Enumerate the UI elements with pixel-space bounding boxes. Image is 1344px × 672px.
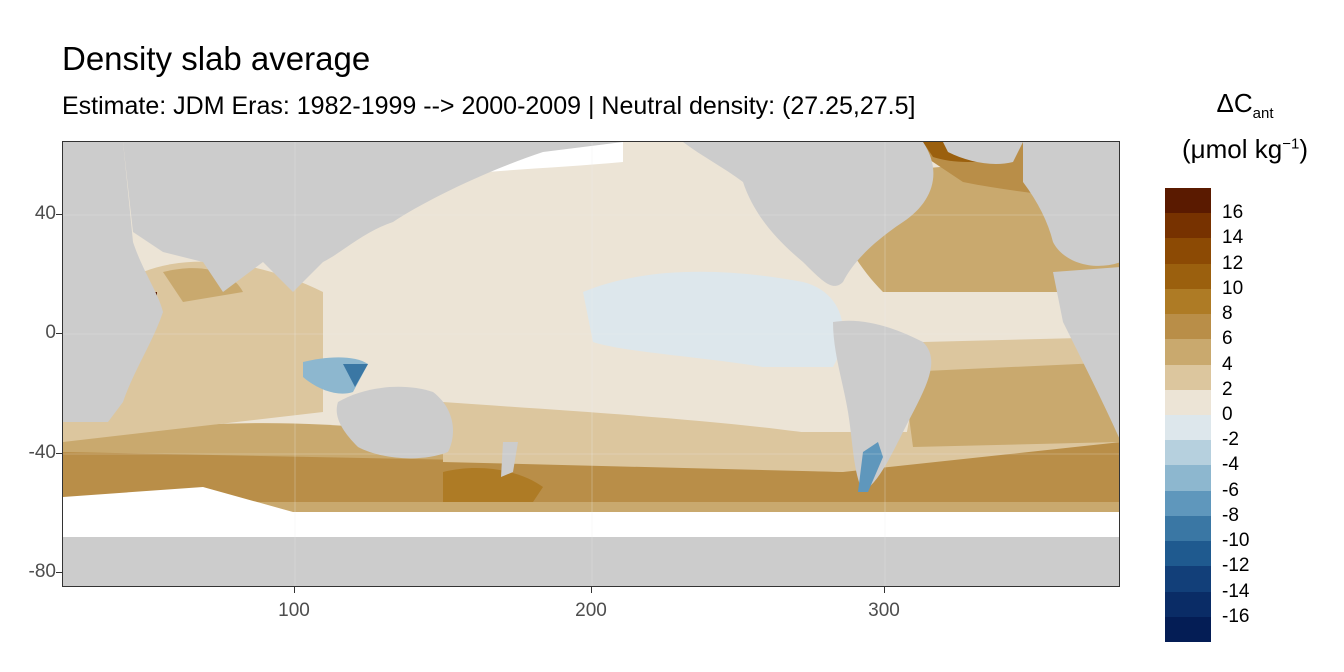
legend-unit-suffix: ) <box>1299 134 1308 164</box>
legend-label: 12 <box>1222 252 1244 274</box>
legend-unit: (μmol kg−1) <box>1150 134 1340 165</box>
legend-label: 14 <box>1222 227 1244 249</box>
map-svg <box>63 142 1119 586</box>
antarctica-land <box>63 537 1119 586</box>
legend-swatch <box>1165 465 1211 492</box>
antarctic-no-data-east <box>63 487 293 514</box>
legend-swatch <box>1165 616 1211 643</box>
y-tick-mark-minus40 <box>56 453 62 454</box>
ocean-band-south-atlantic-2 <box>903 362 1119 447</box>
legend-label: 2 <box>1222 378 1233 400</box>
africa-land <box>63 142 163 422</box>
europe-land <box>1023 142 1119 266</box>
legend-colorbar <box>1165 188 1211 643</box>
legend-swatch <box>1165 566 1211 593</box>
map-title: Density slab average <box>62 40 371 77</box>
legend-label: -4 <box>1222 454 1239 476</box>
north-america-land <box>683 142 934 286</box>
legend-swatch <box>1165 415 1211 441</box>
legend-swatch <box>1165 364 1211 391</box>
legend-label: 0 <box>1222 404 1233 425</box>
y-tick-mark-minus80 <box>56 572 62 573</box>
x-tick-label-300: 300 <box>868 600 900 621</box>
y-tick-mark-0 <box>56 333 62 334</box>
x-tick-mark-100 <box>294 587 295 593</box>
legend-label: 8 <box>1222 303 1233 325</box>
legend-label: 16 <box>1222 202 1244 224</box>
new-zealand-land <box>501 442 518 477</box>
legend-swatch <box>1165 314 1211 340</box>
ocean-patch-indonesia-core <box>343 364 368 387</box>
legend-label: 6 <box>1222 328 1233 350</box>
legend-swatch <box>1165 389 1211 416</box>
legend-title: ΔCant <box>1150 88 1340 122</box>
legend-label: 10 <box>1222 277 1244 299</box>
legend-swatch <box>1165 263 1211 290</box>
legend-label: -16 <box>1222 605 1250 627</box>
ocean-patch-east-pacific <box>583 271 843 367</box>
legend-unit-sup: −1 <box>1282 135 1300 153</box>
y-tick-label-minus40: -40 <box>28 442 56 463</box>
legend-label: -14 <box>1222 580 1250 602</box>
legend-label: -2 <box>1222 429 1239 451</box>
y-tick-label-40: 40 <box>34 203 56 224</box>
map-subtitle: Estimate: JDM Eras: 1982-1999 --> 2000-2… <box>62 92 916 120</box>
legend-swatch <box>1165 541 1211 567</box>
legend-swatch <box>1165 188 1211 214</box>
legend-title-sub: ant <box>1252 105 1274 123</box>
africa-land-right <box>1053 267 1119 438</box>
australia-land <box>336 386 453 459</box>
legend-label: -10 <box>1222 530 1250 552</box>
legend-label: -6 <box>1222 479 1239 501</box>
x-tick-label-100: 100 <box>278 600 310 621</box>
y-tick-label-minus80: -80 <box>28 561 56 582</box>
legend-label: -8 <box>1222 504 1239 526</box>
x-tick-label-200: 200 <box>575 600 607 621</box>
legend-swatch <box>1165 238 1211 265</box>
x-tick-mark-300 <box>884 587 885 593</box>
ocean-band-south-2 <box>63 442 1119 512</box>
legend-swatch <box>1165 440 1211 466</box>
legend-swatch <box>1165 339 1211 366</box>
map-panel <box>62 141 1120 587</box>
legend-unit-prefix: (μmol kg <box>1182 134 1283 164</box>
legend-swatch <box>1165 213 1211 239</box>
y-tick-label-0: 0 <box>45 322 56 343</box>
legend-swatch <box>1165 490 1211 517</box>
antarctic-no-data <box>63 512 1119 537</box>
ocean-band-tasman <box>443 467 543 502</box>
legend-swatch <box>1165 288 1211 315</box>
y-tick-mark-40 <box>56 214 62 215</box>
legend-label: 4 <box>1222 353 1233 375</box>
drake-passage-patch <box>858 442 883 492</box>
south-america-land <box>833 320 932 492</box>
legend-swatch <box>1165 515 1211 542</box>
x-tick-mark-200 <box>591 587 592 593</box>
legend-title-main: ΔC <box>1216 88 1253 118</box>
legend-swatch <box>1165 591 1211 618</box>
legend-label: -12 <box>1222 555 1250 577</box>
eurasia-land <box>123 142 623 292</box>
ocean-band-south-pacific <box>443 402 863 472</box>
greenland-land <box>943 142 1023 164</box>
